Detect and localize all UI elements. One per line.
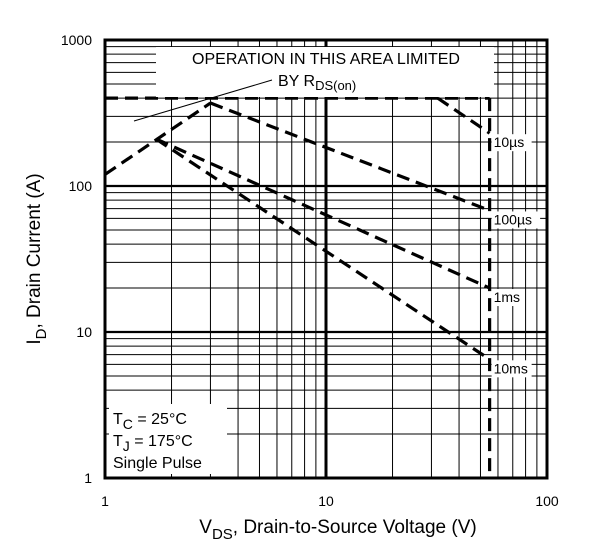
series-line-3 bbox=[155, 137, 491, 361]
x-tick-label-1: 10 bbox=[318, 493, 334, 509]
region-label-line2: BY RDS(on) bbox=[278, 73, 356, 93]
condition-line-1: TJ = 175°C bbox=[113, 433, 193, 454]
y-tick-label-2: 100 bbox=[69, 178, 93, 194]
series-line-0 bbox=[436, 96, 491, 135]
condition-rest: = 25°C bbox=[133, 411, 187, 428]
conditions-background bbox=[109, 404, 227, 474]
y-tick-label-1: 10 bbox=[76, 324, 92, 340]
condition-main: T bbox=[113, 411, 123, 428]
region-label-sub: DS(on) bbox=[315, 78, 356, 93]
x-axis-title: VDS, Drain-to-Source Voltage (V) bbox=[199, 517, 476, 543]
region-pointer-line bbox=[133, 79, 273, 122]
y-axis-title-main: I bbox=[24, 339, 45, 344]
region-label-by: BY R bbox=[278, 73, 315, 90]
curve-label-bg-1 bbox=[491, 211, 541, 229]
curve-label-1: 100µs bbox=[494, 211, 532, 227]
curve-label-0: 10µs bbox=[494, 134, 525, 150]
curve-label-2: 1ms bbox=[494, 289, 520, 305]
condition-line-0: TC = 25°C bbox=[113, 411, 187, 432]
curve-label-3: 10ms bbox=[494, 360, 528, 376]
curve-label-bg-0 bbox=[491, 134, 532, 152]
series-line-2 bbox=[155, 137, 491, 290]
condition-main: T bbox=[113, 433, 123, 450]
region-label-background bbox=[156, 47, 494, 97]
x-tick-label-0: 1 bbox=[101, 493, 109, 509]
x-axis-title-sub: DS bbox=[212, 526, 233, 543]
tick-labels: 1 10 100 1 10 100 1000 bbox=[61, 32, 559, 509]
y-axis-title: ID, Drain Current (A) bbox=[24, 173, 50, 344]
y-tick-label-0: 1 bbox=[84, 470, 92, 486]
region-label-line1: OPERATION IN THIS AREA LIMITED bbox=[192, 51, 460, 68]
series-lines bbox=[104, 96, 492, 478]
x-axis-title-rest: , Drain-to-Source Voltage (V) bbox=[233, 517, 477, 538]
y-axis-title-rest: , Drain Current (A) bbox=[24, 173, 45, 328]
condition-rest: = 175°C bbox=[130, 433, 193, 450]
curve-label-bg-2 bbox=[491, 289, 524, 307]
y-tick-label-3: 1000 bbox=[61, 32, 92, 48]
curve-label-bg-3 bbox=[491, 360, 532, 378]
x-tick-label-2: 100 bbox=[535, 493, 559, 509]
condition-sub: J bbox=[123, 438, 130, 454]
y-axis-title-sub: D bbox=[33, 328, 50, 339]
x-axis-title-main: V bbox=[199, 517, 212, 538]
condition-sub: C bbox=[123, 416, 133, 432]
curve-labels: 10µs 100µs 1ms 10ms bbox=[491, 134, 541, 378]
plot-frame bbox=[103, 38, 549, 480]
series-line-1 bbox=[209, 101, 491, 212]
condition-line-2: Single Pulse bbox=[113, 455, 202, 472]
condition-main: Single Pulse bbox=[113, 455, 202, 472]
